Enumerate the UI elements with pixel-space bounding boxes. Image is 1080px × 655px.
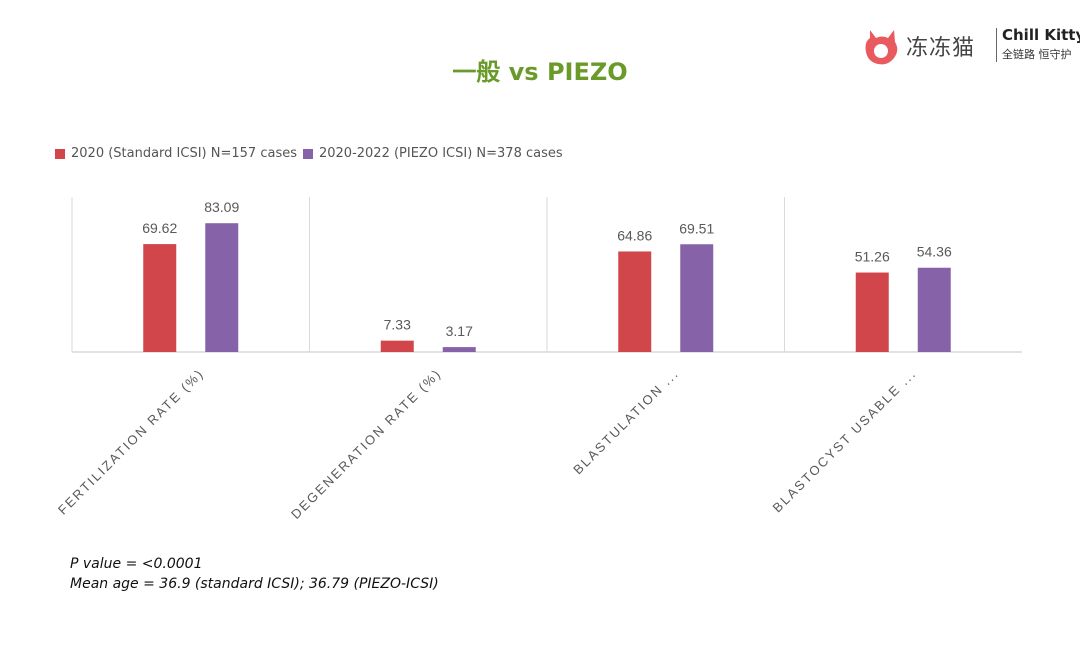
chart-legend: 2020 (Standard ICSI) N=157 cases 2020-20… bbox=[55, 146, 569, 161]
data-label: 54.36 bbox=[917, 244, 952, 260]
brand-logo: 冻冻猫 Chill Kitty 全链路 恒守护 bbox=[862, 22, 1080, 72]
category-label: BLASTULATION ... bbox=[570, 366, 682, 478]
bar-piezo bbox=[442, 347, 476, 352]
cat-logo-icon bbox=[865, 30, 898, 65]
legend-swatch-standard bbox=[55, 148, 65, 159]
logo-slogan: 全链路 恒守护 bbox=[1002, 48, 1072, 61]
data-label: 64.86 bbox=[617, 227, 652, 243]
category-label: DEGENERATION RATE (%) bbox=[288, 366, 444, 522]
bar-standard bbox=[855, 272, 889, 352]
chart-title: 一般 vs PIEZO bbox=[452, 58, 628, 86]
data-label: 83.09 bbox=[204, 199, 239, 215]
bar-piezo bbox=[917, 267, 951, 352]
legend-label-piezo: 2020-2022 (PIEZO ICSI) N=378 cases bbox=[318, 146, 563, 161]
data-label: 69.51 bbox=[679, 220, 714, 236]
bar-standard bbox=[380, 340, 414, 352]
data-label: 3.17 bbox=[446, 323, 473, 339]
p-value-note: P value = <0.0001 bbox=[70, 556, 203, 572]
data-label: 7.33 bbox=[384, 317, 411, 333]
bar-piezo bbox=[205, 223, 239, 352]
chart-notes: P value = <0.0001 Mean age = 36.9 (stand… bbox=[70, 554, 439, 594]
category-label: FERTILIZATION RATE (%) bbox=[55, 366, 207, 518]
mean-age-note: Mean age = 36.9 (standard ICSI); 36.79 (… bbox=[70, 576, 439, 592]
legend-item-standard: 2020 (Standard ICSI) N=157 cases bbox=[55, 146, 297, 161]
bar-standard bbox=[618, 251, 652, 352]
logo-chinese-name: 冻冻猫 bbox=[906, 36, 976, 61]
logo-english-name: Chill Kitty bbox=[1002, 26, 1080, 44]
data-label: 69.62 bbox=[142, 220, 177, 236]
bar-piezo bbox=[680, 244, 714, 352]
logo-divider bbox=[996, 28, 997, 62]
category-label: BLASTOCYST USABLE ... bbox=[770, 366, 920, 516]
legend-item-piezo: 2020-2022 (PIEZO ICSI) N=378 cases bbox=[302, 146, 563, 161]
bar-standard bbox=[143, 244, 177, 352]
data-label: 51.26 bbox=[855, 249, 890, 265]
legend-swatch-piezo bbox=[302, 148, 313, 159]
legend-label-standard: 2020 (Standard ICSI) N=157 cases bbox=[71, 146, 297, 161]
